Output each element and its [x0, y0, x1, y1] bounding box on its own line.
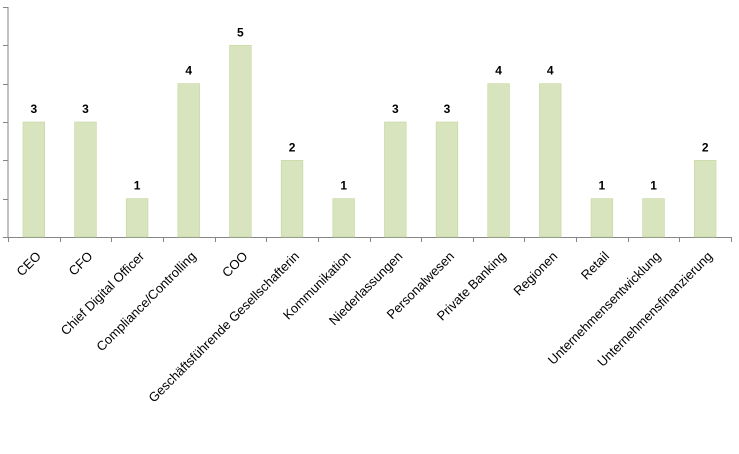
bar: [694, 160, 717, 238]
x-tick-label: Retail: [578, 248, 612, 282]
bar: [590, 198, 614, 238]
bar-value-label: 1: [650, 179, 657, 193]
bar-value-label: 4: [547, 64, 554, 78]
bar: [177, 83, 200, 238]
bar: [487, 83, 510, 238]
bar-value-label: 1: [134, 179, 141, 193]
bar-value-label: 4: [185, 64, 192, 78]
x-tick-label: Compliance/Controlling: [93, 249, 199, 355]
bar: [280, 160, 304, 238]
bar: [642, 198, 665, 238]
bar-value-label: 1: [599, 179, 606, 193]
chart-axes: [3, 7, 732, 242]
chart-bars: [22, 45, 717, 238]
bar-value-label: 5: [237, 25, 244, 39]
bar: [332, 198, 355, 238]
bar-value-label: 2: [289, 140, 296, 154]
x-tick-label: COO: [219, 249, 251, 281]
x-tick-label: Regionen: [510, 249, 560, 299]
bar-value-label: 3: [30, 102, 37, 116]
bar: [22, 121, 45, 238]
bar-value-label: 2: [702, 140, 709, 154]
bar: [74, 121, 97, 238]
bar-value-label: 1: [340, 179, 347, 193]
bar: [539, 83, 562, 238]
chart-data-labels: 3 3 1 4 5 2 1 3 3 4 4 1 1 2: [30, 25, 708, 192]
bar-value-label: 4: [495, 64, 502, 78]
bar-value-label: 3: [444, 102, 451, 116]
x-tick-label: CFO: [66, 249, 96, 279]
bar: [435, 121, 459, 238]
x-tick-label: CEO: [13, 249, 44, 280]
bar-value-label: 3: [82, 102, 89, 116]
bar: [125, 198, 149, 238]
bar: [384, 121, 407, 238]
bar: [229, 45, 252, 238]
bar-value-label: 3: [392, 102, 399, 116]
